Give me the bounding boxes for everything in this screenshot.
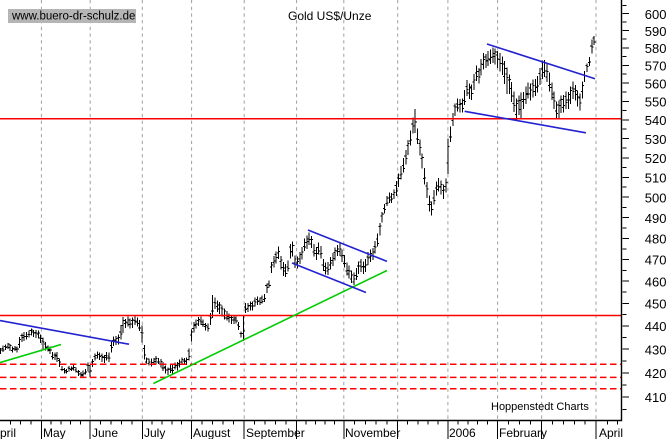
svg-text:August: August: [193, 426, 231, 439]
svg-text:Gold US$/Unze: Gold US$/Unze: [288, 9, 372, 23]
svg-text:September: September: [246, 426, 305, 439]
svg-text:470: 470: [645, 253, 667, 268]
svg-text:2006: 2006: [449, 426, 476, 439]
svg-text:490: 490: [645, 211, 667, 226]
svg-text:600: 600: [645, 7, 667, 22]
svg-text:430: 430: [645, 342, 667, 357]
svg-text:www.buero-dr-schulz.de: www.buero-dr-schulz.de: [11, 11, 135, 23]
svg-text:500: 500: [645, 190, 667, 205]
svg-text:560: 560: [645, 76, 667, 91]
svg-text:520: 520: [645, 151, 667, 166]
svg-text:June: June: [92, 426, 118, 439]
svg-text:April: April: [0, 426, 16, 439]
svg-text:460: 460: [645, 274, 667, 289]
svg-text:450: 450: [645, 297, 667, 312]
svg-text:440: 440: [645, 319, 667, 334]
svg-text:July: July: [144, 426, 165, 439]
svg-text:Hoppenstedt Charts: Hoppenstedt Charts: [491, 401, 589, 413]
svg-text:580: 580: [645, 41, 667, 56]
svg-text:550: 550: [645, 95, 667, 110]
svg-text:540: 540: [645, 113, 667, 128]
svg-text:510: 510: [645, 171, 667, 186]
svg-text:420: 420: [645, 366, 667, 381]
svg-text:480: 480: [645, 232, 667, 247]
svg-text:590: 590: [645, 24, 667, 39]
svg-text:November: November: [345, 426, 400, 439]
svg-text:February: February: [499, 426, 547, 439]
svg-text:530: 530: [645, 132, 667, 147]
svg-text:May: May: [43, 426, 66, 439]
svg-text:570: 570: [645, 59, 667, 74]
svg-text:410: 410: [645, 390, 667, 405]
svg-text:April: April: [599, 426, 623, 439]
